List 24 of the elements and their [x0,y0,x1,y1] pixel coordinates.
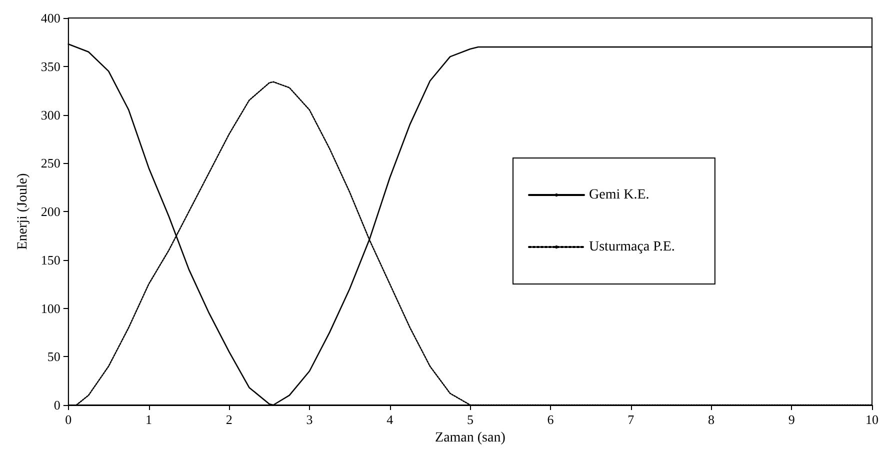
y-tick-label: 250 [40,156,60,171]
y-tick-label: 0 [54,398,60,412]
y-tick-label: 350 [40,58,60,74]
y-tick-label: 150 [40,252,60,268]
y-tick-label: 100 [40,300,60,316]
y-tick-label: 50 [47,349,60,364]
x-tick-label: 0 [65,412,72,427]
x-tick-label: 3 [306,412,313,427]
x-tick-label: 4 [386,412,394,427]
x-tick-label: 10 [866,412,878,427]
x-tick-label: 7 [628,412,635,427]
x-tick-label: 1 [146,412,152,427]
x-axis-title: Zaman (san) [435,430,506,446]
x-tick-label: 8 [708,412,715,427]
x-tick-label: 6 [547,412,554,427]
x-tick-label: 5 [466,412,474,427]
y-tick-label: 300 [40,107,60,122]
legend-label: Usturmaça P.E. [589,240,675,254]
x-tick-label: 2 [226,412,232,427]
x-tick-label: 9 [788,412,795,427]
y-axis-title: Enerji (Joule) [16,172,30,250]
y-tick-label: 200 [40,204,60,219]
legend-label: Gemi K.E. [589,188,650,202]
y-tick-label: 400 [40,10,60,26]
